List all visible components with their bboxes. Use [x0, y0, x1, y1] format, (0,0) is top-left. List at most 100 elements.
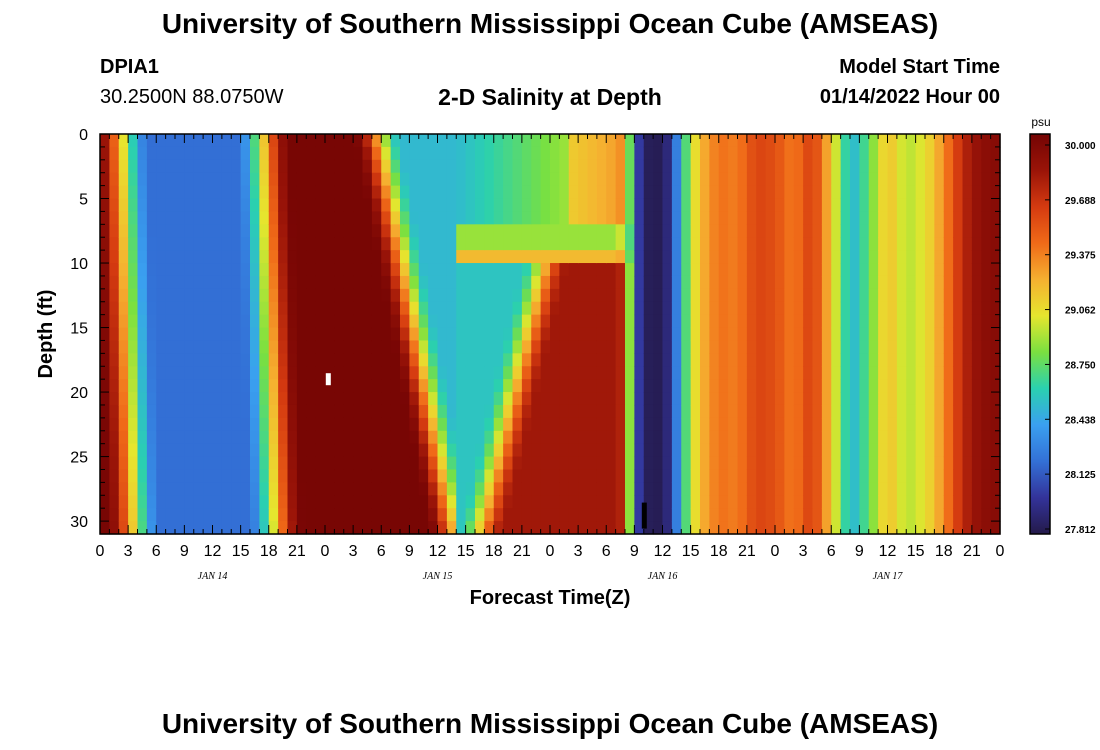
heatmap-cell: [362, 430, 373, 445]
depth-marker: [641, 502, 647, 529]
heatmap-cell: [625, 146, 635, 161]
heatmap-cell: [812, 134, 823, 148]
heatmap-cell: [690, 340, 701, 354]
x-tick-label: 0: [996, 543, 1005, 560]
heatmap-cell: [203, 301, 214, 316]
heatmap-cell: [793, 482, 804, 496]
heatmap-cell: [212, 314, 223, 329]
heatmap-cell: [700, 198, 710, 213]
heatmap-cell: [203, 366, 214, 380]
heatmap-cell: [381, 366, 392, 380]
heatmap-cell: [943, 172, 954, 187]
heatmap-cell: [428, 134, 439, 148]
heatmap-cell: [306, 314, 317, 329]
heatmap-cell: [671, 379, 682, 393]
heatmap-cell: [165, 392, 176, 406]
heatmap-cell: [146, 469, 157, 483]
heatmap-cell: [990, 250, 1001, 264]
heatmap-cell: [212, 275, 223, 290]
heatmap-cell: [671, 263, 682, 277]
heatmap-cell: [943, 353, 954, 367]
heatmap-cell: [831, 263, 842, 277]
heatmap-cell: [175, 482, 185, 496]
heatmap-cell: [700, 417, 710, 432]
heatmap-cell: [925, 250, 935, 264]
heatmap-cell: [831, 379, 842, 393]
heatmap-cell: [484, 275, 495, 290]
heatmap-cell: [212, 185, 223, 200]
heatmap-cell: [231, 379, 242, 393]
heatmap-cell: [221, 495, 232, 509]
heatmap-cell: [671, 159, 682, 174]
heatmap-cell: [278, 146, 289, 161]
heatmap-cell: [550, 392, 560, 406]
heatmap-cell: [156, 327, 167, 342]
heatmap-cell: [446, 301, 457, 316]
heatmap-cell: [146, 456, 157, 471]
heatmap-cell: [568, 443, 579, 458]
heatmap-cell: [446, 379, 457, 393]
date-label: JAN 15: [423, 571, 453, 582]
heatmap-cell: [756, 159, 767, 174]
heatmap-cell: [118, 172, 129, 187]
heatmap-cell: [446, 198, 457, 213]
heatmap-cell: [868, 482, 879, 496]
heatmap-cell: [718, 495, 729, 509]
heatmap-cell: [587, 134, 598, 148]
heatmap-cell: [784, 314, 795, 329]
heatmap-cell: [156, 404, 167, 419]
heatmap-cell: [193, 392, 204, 406]
heatmap-cell: [512, 508, 523, 522]
heatmap-cell: [428, 508, 439, 522]
heatmap-cell: [184, 172, 195, 187]
heatmap-cell: [362, 301, 373, 316]
heatmap-cell: [287, 159, 298, 174]
heatmap-cell: [296, 495, 307, 509]
heatmap-cell: [962, 443, 973, 458]
heatmap-cell: [409, 172, 420, 187]
heatmap-cell: [662, 353, 673, 367]
heatmap-cell: [418, 404, 429, 419]
heatmap-cell: [456, 482, 467, 496]
heatmap-cell: [418, 211, 429, 225]
heatmap-cell: [550, 134, 560, 148]
heatmap-cell: [353, 404, 364, 419]
heatmap-cell: [859, 146, 870, 161]
heatmap-cell: [671, 172, 682, 187]
heatmap-cell: [240, 456, 251, 471]
heatmap-cell: [296, 198, 307, 213]
heatmap-cell: [568, 237, 579, 251]
heatmap-cell: [409, 250, 420, 264]
heatmap-cell: [540, 250, 551, 264]
heatmap-cell: [728, 456, 739, 471]
heatmap-cell: [268, 301, 279, 316]
heatmap-cell: [550, 482, 560, 496]
heatmap-cell: [371, 404, 382, 419]
heatmap-cell: [231, 417, 242, 432]
heatmap-cell: [634, 288, 645, 303]
heatmap-cell: [559, 482, 570, 496]
heatmap-cell: [915, 134, 926, 148]
heatmap-cell: [137, 417, 148, 432]
heatmap-cell: [662, 417, 673, 432]
heatmap-cell: [446, 404, 457, 419]
heatmap-cell: [175, 495, 185, 509]
heatmap-cell: [165, 288, 176, 303]
heatmap-cell: [878, 417, 889, 432]
heatmap-cell: [315, 495, 326, 509]
heatmap-cell: [746, 237, 757, 251]
heatmap-cell: [803, 237, 814, 251]
heatmap-cell: [484, 521, 495, 535]
heatmap-cell: [775, 224, 785, 238]
heatmap-cell: [184, 469, 195, 483]
heatmap-cell: [803, 250, 814, 264]
heatmap-cell: [831, 366, 842, 380]
heatmap-cell: [484, 456, 495, 471]
heatmap-cell: [362, 469, 373, 483]
heatmap-cell: [353, 314, 364, 329]
heatmap-cell: [165, 469, 176, 483]
heatmap-cell: [325, 314, 335, 329]
heatmap-cell: [381, 495, 392, 509]
heatmap-cell: [568, 417, 579, 432]
heatmap-cell: [184, 495, 195, 509]
